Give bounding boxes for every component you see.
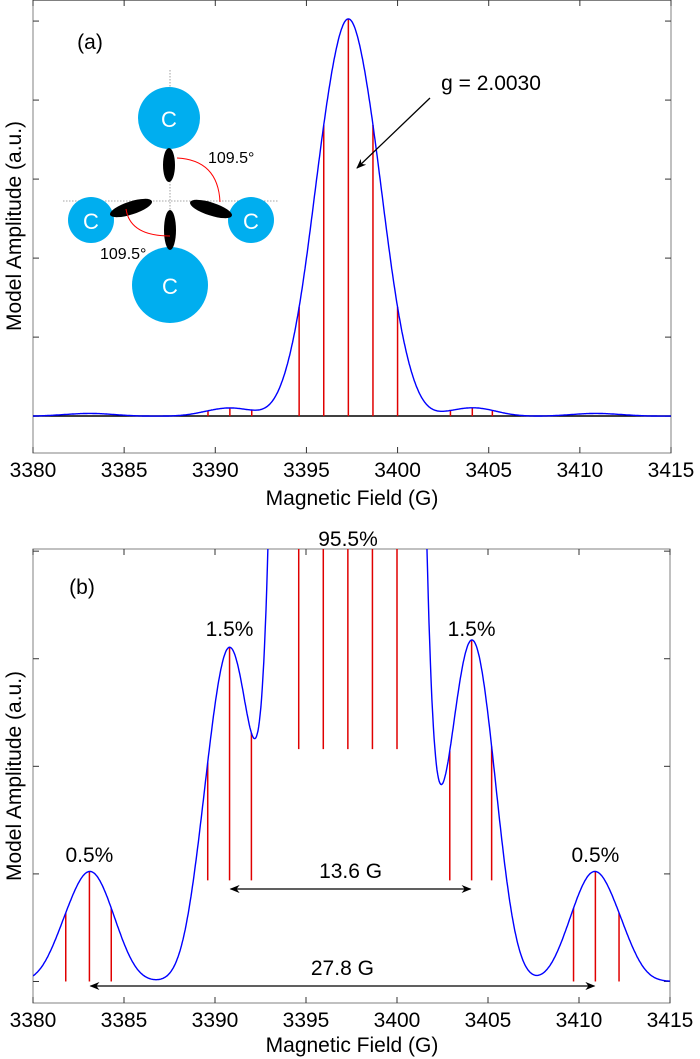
xtick-label: 3395	[283, 1009, 330, 1032]
xtick-label: 3390	[192, 1009, 239, 1032]
panel-a-frame	[32, 0, 672, 454]
xtick-label: 3380	[10, 459, 57, 482]
angle-arc-1	[176, 157, 221, 203]
panel-b-curve-group	[33, 549, 670, 982]
atom-left	[68, 197, 114, 243]
panel-b-xtick-labels: 3380 3385 3390 3395 3400 3405 3410 3415	[10, 1009, 694, 1032]
spectrum-curve	[33, 549, 670, 982]
group-percent-label: 95.5%	[318, 528, 378, 551]
xtick-label: 3405	[465, 459, 512, 482]
atom-label-bottom: C	[162, 274, 178, 299]
panel-b-sticks	[65, 549, 620, 982]
bond-left	[109, 198, 153, 218]
panel-b-ylabel: Model Amplitude (a.u.)	[3, 671, 26, 881]
panel-b-label: (b)	[69, 576, 95, 599]
spacing-label: 13.6 G	[319, 860, 382, 883]
atom-bottom	[132, 247, 208, 323]
xtick-label: 3405	[465, 1009, 512, 1032]
panel-a-xlabel: Magnetic Field (G)	[266, 487, 439, 510]
g-factor-annotation: g = 2.0030	[441, 72, 541, 95]
panel-b-ticks	[32, 549, 671, 1003]
xtick-label: 3390	[192, 459, 239, 482]
xtick-label: 3385	[101, 459, 148, 482]
panel-a-ylabel: Model Amplitude (a.u.)	[3, 121, 26, 331]
angle-arc-2	[125, 208, 171, 237]
atom-label-left: C	[83, 209, 99, 234]
spectrum-curve	[33, 18, 671, 417]
xtick-label: 3400	[374, 459, 421, 482]
group-percent-label: 1.5%	[206, 618, 254, 641]
angle-label-1: 109.5°	[208, 150, 254, 167]
group-percent-label: 1.5%	[448, 618, 496, 641]
atom-label-top: C	[161, 107, 177, 132]
panel-a-ticks	[32, 0, 672, 453]
molecule-inset: C C C C 109.5° 109.5°	[63, 70, 278, 323]
panel-b: (b) 0.5% 1.5% 95.5% 1.5% 0.5% 13.6 G 27.8 G 3…	[3, 528, 694, 1057]
panel-b-spacings: 13.6 G 27.8 G	[89, 860, 596, 990]
bond-bottom	[164, 210, 176, 250]
group-percent-label: 0.5%	[65, 844, 113, 867]
panel-a-curve-group	[33, 18, 671, 417]
atom-top	[138, 87, 200, 149]
angle-label-2: 109.5°	[100, 246, 146, 263]
panel-a-label: (a)	[77, 31, 103, 54]
xtick-label: 3415	[647, 1009, 694, 1032]
xtick-label: 3410	[556, 1009, 603, 1032]
bond-top	[163, 148, 175, 182]
xtick-label: 3410	[556, 459, 603, 482]
xtick-label: 3385	[101, 1009, 148, 1032]
panel-b-group-labels: 0.5% 1.5% 95.5% 1.5% 0.5%	[65, 528, 619, 867]
bond-right	[189, 199, 233, 219]
panel-a-sticks	[207, 18, 494, 417]
atom-label-right: C	[243, 209, 259, 234]
xtick-label: 3380	[10, 1009, 57, 1032]
atom-right	[228, 197, 274, 243]
panel-a: (a) C C C C 109.5° 109.5° g = 2.0030 338…	[3, 0, 694, 510]
panel-b-xlabel: Magnetic Field (G)	[266, 1034, 439, 1057]
panel-b-frame	[32, 548, 671, 1004]
xtick-label: 3415	[648, 459, 695, 482]
group-percent-label: 0.5%	[571, 844, 619, 867]
spacing-label: 27.8 G	[311, 957, 374, 980]
panel-a-xtick-labels: 3380 3385 3390 3395 3400 3405 3410 3415	[10, 459, 695, 482]
xtick-label: 3400	[374, 1009, 421, 1032]
xtick-label: 3395	[283, 459, 330, 482]
g-factor-arrow	[356, 97, 431, 169]
